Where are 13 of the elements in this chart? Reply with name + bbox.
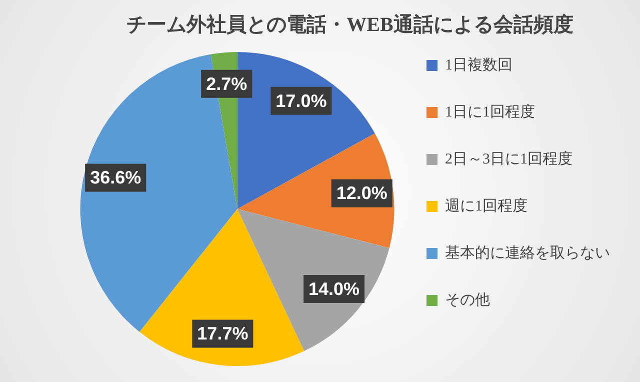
data-label: 14.0% <box>308 279 360 300</box>
data-label: 12.0% <box>336 183 388 204</box>
data-label: 17.7% <box>197 324 248 344</box>
legend-label: その他 <box>445 291 490 308</box>
legend-label: 2日～3日に1回程度 <box>445 150 572 168</box>
data-label: 36.6% <box>90 168 142 188</box>
legend-label: 基本的に連絡を取らない <box>445 244 610 262</box>
legend-label: 1日複数回 <box>445 56 512 74</box>
data-label: 17.0% <box>276 90 327 111</box>
legend-label: 1日に1回程度 <box>445 103 535 120</box>
legend-label: 週に1回程度 <box>445 197 528 214</box>
data-label: 2.7% <box>206 74 248 94</box>
chart-title: チーム外社員との電話・WEB通話による会話頻度 <box>126 13 574 36</box>
